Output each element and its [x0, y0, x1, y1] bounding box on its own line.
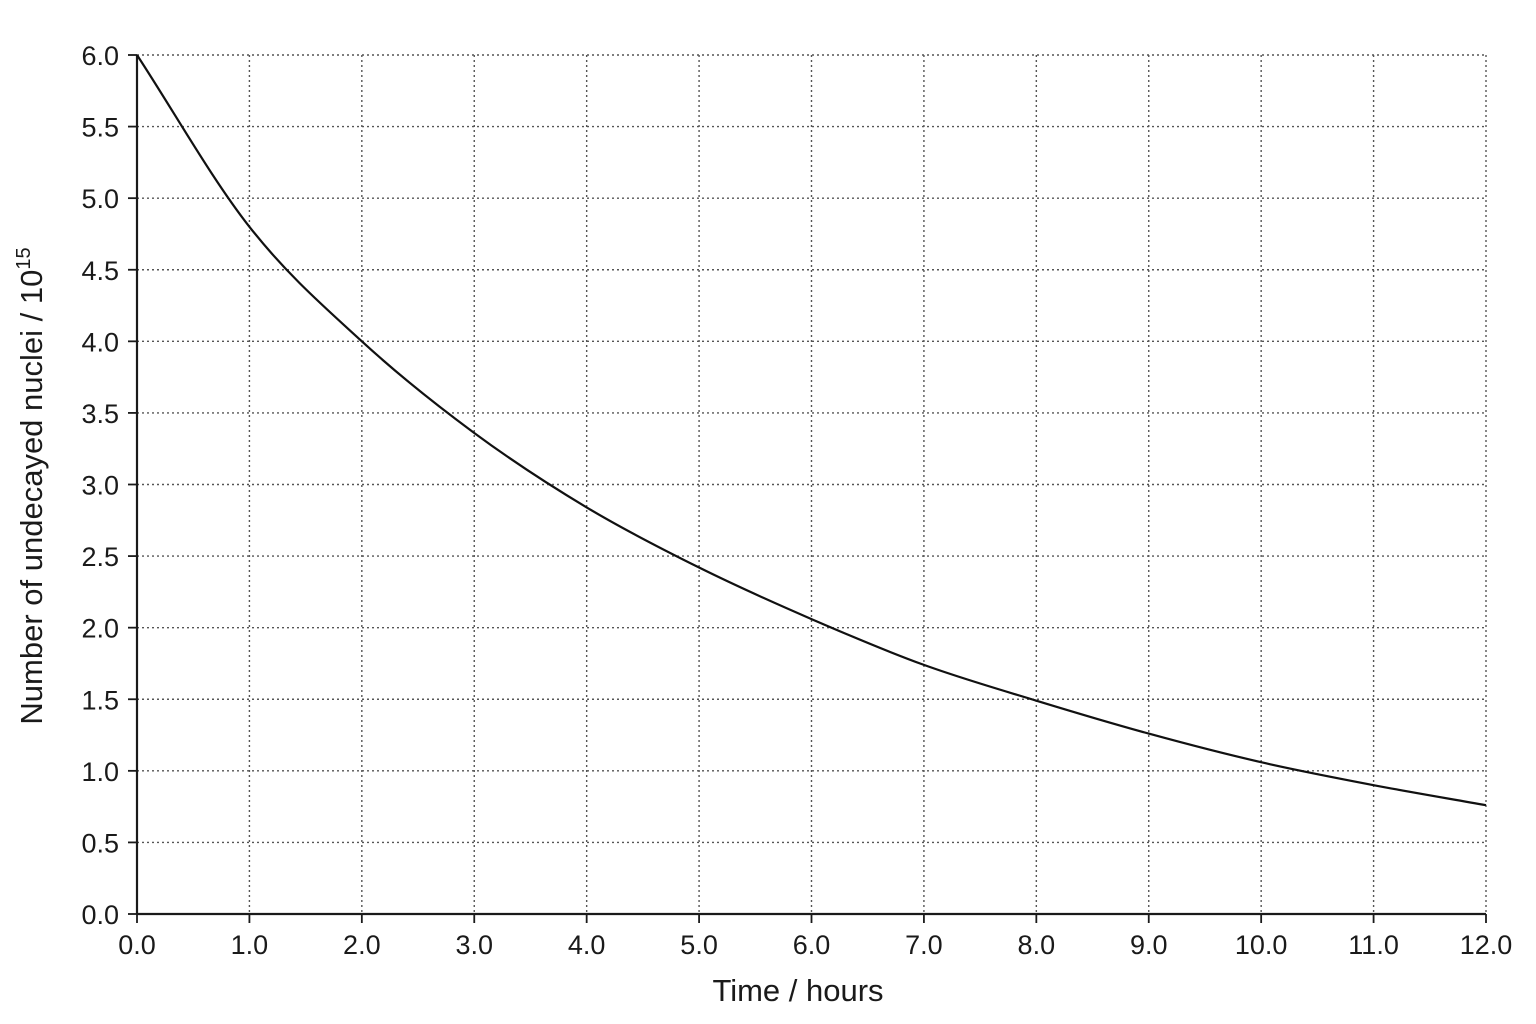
x-tick-label: 10.0 — [1235, 930, 1288, 960]
x-tick-label: 8.0 — [1018, 930, 1056, 960]
y-axis-title: Number of undecayed nuclei / 1015 — [13, 247, 49, 724]
y-axis-title-text: Number of undecayed nuclei / 10 — [14, 270, 49, 725]
y-tick-label: 0.0 — [81, 900, 119, 930]
x-tick-label: 6.0 — [793, 930, 831, 960]
y-axis-title-exponent: 15 — [13, 247, 35, 269]
y-tick-label: 0.5 — [81, 828, 119, 858]
y-tick-label: 2.0 — [81, 614, 119, 644]
y-tick-label: 4.0 — [81, 327, 119, 357]
tick-labels: 0.0 1.0 2.0 3.0 4.0 5.0 6.0 7.0 8.0 9.0 10.0 11.0 12… — [81, 41, 1512, 960]
x-tick-label: 12.0 — [1460, 930, 1513, 960]
decay-curve — [136, 54, 1487, 807]
y-tick-label: 1.5 — [81, 685, 119, 715]
x-tick-label: 1.0 — [231, 930, 269, 960]
y-tick-label: 5.0 — [81, 184, 119, 214]
x-tick-label: 3.0 — [455, 930, 493, 960]
y-tick-label: 3.5 — [81, 399, 119, 429]
x-tick-label: 11.0 — [1348, 930, 1399, 960]
x-tick-label: 4.0 — [568, 930, 606, 960]
y-tick-label: 5.5 — [81, 113, 119, 143]
x-tick-label: 7.0 — [905, 930, 943, 960]
y-tick-label: 2.5 — [81, 542, 119, 572]
x-tick-label: 0.0 — [118, 930, 156, 960]
x-tick-label: 9.0 — [1130, 930, 1168, 960]
y-tick-label: 1.0 — [81, 757, 119, 787]
data-series — [136, 54, 1487, 807]
x-tick-label: 5.0 — [680, 930, 718, 960]
axes — [128, 54, 1487, 923]
x-axis-title: Time / hours — [712, 973, 883, 1008]
x-tick-label: 2.0 — [343, 930, 381, 960]
grid — [137, 54, 1487, 914]
y-tick-label: 3.0 — [81, 471, 119, 501]
y-tick-label: 4.5 — [81, 256, 119, 286]
y-tick-label: 6.0 — [81, 41, 119, 71]
